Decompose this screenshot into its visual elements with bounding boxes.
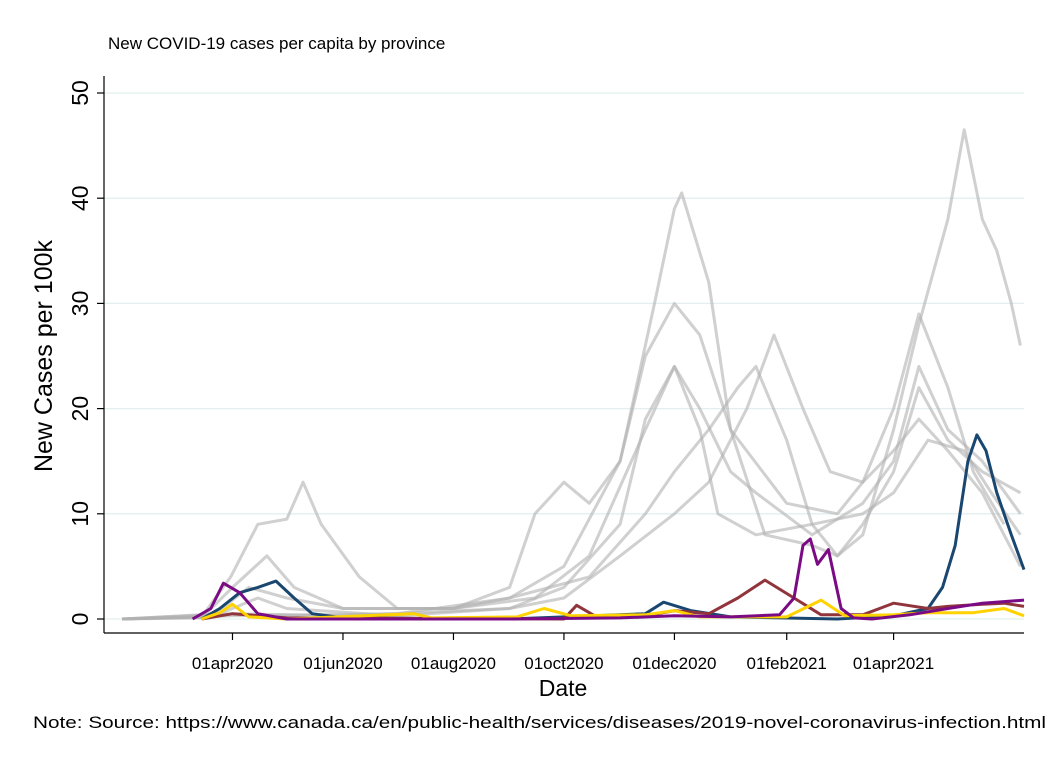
x-axis-label: Date [539, 675, 588, 701]
y-axis-ticks: 0 10 20 30 40 50 [67, 80, 104, 625]
chart-title: New COVID-19 cases per capita by provinc… [108, 34, 445, 53]
x-tick-label-01apr2020: 01apr2020 [192, 654, 273, 673]
x-tick-label-01jun2020: 01jun2020 [303, 654, 382, 673]
y-tick-label-0: 0 [67, 613, 93, 626]
x-tick-label-01feb2021: 01feb2021 [747, 654, 827, 673]
x-tick-label-01dec2020: 01dec2020 [632, 654, 716, 673]
y-tick-label-50: 50 [67, 80, 93, 106]
y-axis-label: New Cases per 100k [30, 239, 58, 472]
series-line-background-province-2 [121, 128, 1022, 621]
y-tick-label-20: 20 [67, 396, 93, 422]
y-tick-label-10: 10 [67, 501, 93, 527]
series-line-highlight-purple [191, 537, 1025, 621]
x-tick-label-01oct2020: 01oct2020 [524, 654, 603, 673]
series-line-background-province-4 [121, 333, 1022, 621]
y-tick-label-40: 40 [67, 185, 93, 211]
x-axis-ticks: 01apr2020 01jun2020 01aug2020 01oct2020 01de… [192, 633, 934, 673]
y-tick-label-30: 30 [67, 291, 93, 317]
series-line-background-province-5 [121, 365, 1022, 621]
series-line-background-province-1 [121, 301, 1006, 621]
highlighted-series-group [191, 433, 1026, 621]
background-series-group [121, 128, 1022, 621]
source-note: Note: Source: https://www.canada.ca/en/p… [33, 713, 1046, 732]
series-line-highlight-maroon [201, 578, 1025, 621]
x-tick-label-01apr2021: 01apr2021 [853, 654, 934, 673]
gridlines [104, 92, 1024, 620]
x-tick-label-01aug2020: 01aug2020 [411, 654, 496, 673]
series-line-highlight-navy [200, 433, 1026, 621]
series-line-background-province-6 [121, 365, 1022, 621]
